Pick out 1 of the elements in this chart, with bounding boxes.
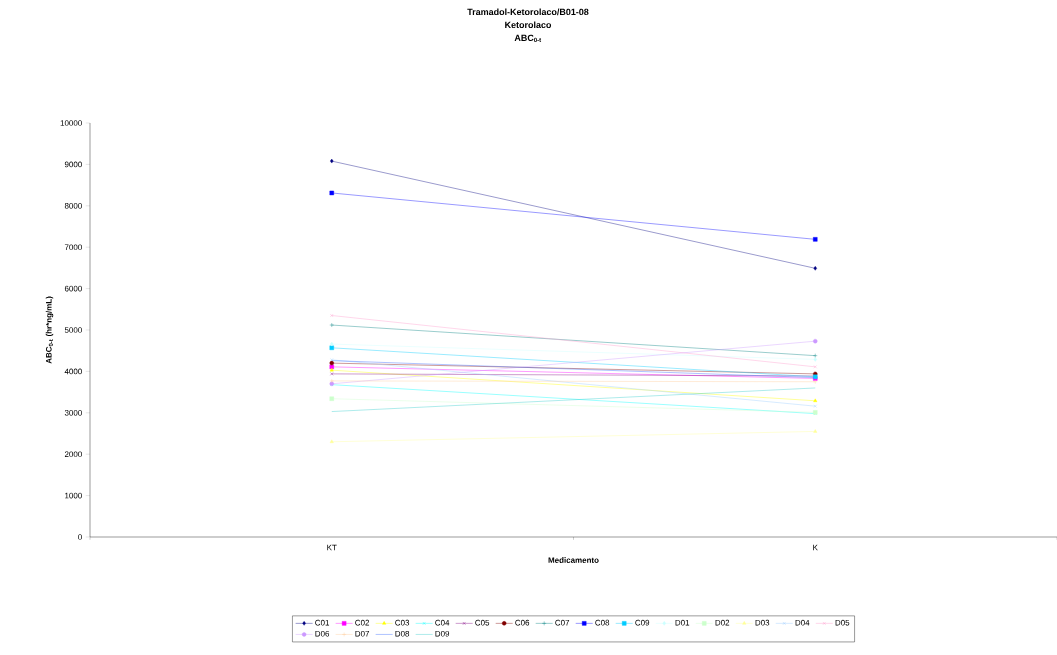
chart-title: Tramadol-Ketorolaco/B01-08 Ketorolaco ABC$_{0-t}$: [467, 8, 589, 43]
